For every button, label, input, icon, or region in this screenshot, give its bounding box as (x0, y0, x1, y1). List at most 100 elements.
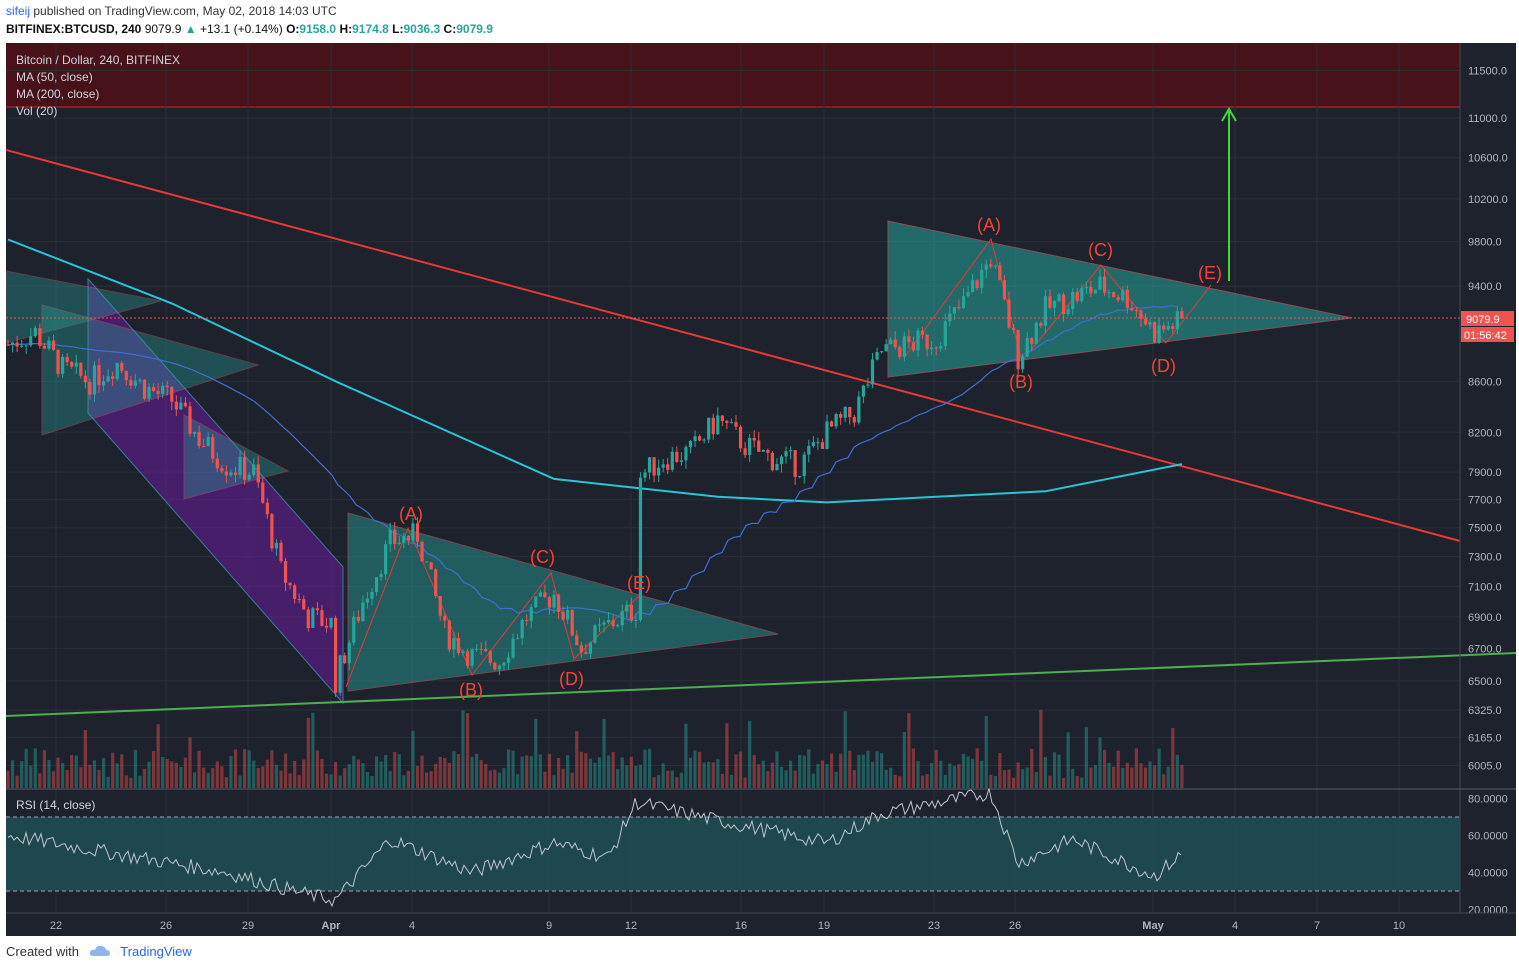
time-tick: May (1142, 920, 1164, 932)
volume-bar (789, 760, 793, 788)
high-value: 9174.8 (352, 22, 389, 36)
candle-body (525, 620, 529, 622)
candle-body (51, 340, 56, 350)
volume-bar (1130, 767, 1134, 788)
candle-body (516, 638, 520, 640)
volume-bar (256, 767, 260, 788)
legend-ma200[interactable]: MA (200, close) (16, 87, 100, 101)
candle-body (789, 450, 793, 452)
legend-vol[interactable]: Vol (20) (16, 104, 58, 118)
candle-body (647, 457, 652, 473)
candle-body (170, 387, 174, 402)
candle-body (179, 402, 183, 410)
price-tick: 6700.0 (1468, 643, 1502, 655)
candle-body (766, 450, 770, 453)
volume-bar (1084, 727, 1088, 788)
candle-body (652, 457, 656, 476)
volume-bar (247, 750, 251, 788)
time-tick: 4 (1232, 920, 1238, 932)
volume-bar (761, 760, 765, 788)
legend-title: Bitcoin / Dollar, 240, BITFINEX (16, 53, 181, 67)
volume-bar (1171, 728, 1175, 788)
volume-bar (661, 763, 665, 788)
candle-body (629, 604, 633, 621)
candle-body (252, 464, 256, 475)
candle-body (10, 342, 15, 345)
price-tick: 9400.0 (1468, 281, 1502, 293)
candle-body (147, 386, 151, 399)
candle-body (579, 645, 583, 653)
volume-bar (925, 774, 929, 788)
candle-body (743, 448, 747, 456)
volume-bar (556, 757, 561, 788)
volume-bar (56, 757, 60, 788)
volume-bar (51, 771, 56, 788)
volume-bar (220, 766, 224, 788)
legend-ma50[interactable]: MA (50, close) (16, 70, 93, 84)
candle-body (597, 624, 602, 626)
ma50-line (7, 305, 1179, 622)
candle-body (1071, 292, 1075, 310)
candle-body (1134, 310, 1138, 312)
time-tick: 4 (409, 920, 415, 932)
candle-body (748, 437, 752, 456)
chart-area[interactable]: (A) (B) (C) (D) (E) (A) (B) (C) (D) (E) … (5, 43, 1517, 936)
volume-bar (798, 754, 802, 788)
legend-rsi[interactable]: RSI (14, close) (16, 798, 96, 812)
candle-body (361, 602, 365, 621)
candle-body (161, 385, 165, 394)
volume-bar (484, 763, 488, 788)
candle-body (930, 347, 934, 350)
time-tick: 12 (625, 920, 637, 932)
candle-body (538, 592, 542, 597)
volume-bar (447, 762, 451, 788)
volume-bar (1153, 765, 1157, 788)
candle-body (734, 422, 738, 427)
candle-body (866, 384, 870, 386)
volume-bar (88, 764, 92, 788)
candle-body (643, 472, 647, 478)
chart-svg[interactable]: (A) (B) (C) (D) (E) (A) (B) (C) (D) (E) … (5, 43, 1517, 936)
candle-body (511, 638, 515, 658)
volume-bar (233, 749, 238, 788)
tradingview-link[interactable]: TradingView (120, 944, 192, 959)
wave-label-right-e: (E) (1198, 263, 1222, 283)
volume-bar (1021, 769, 1025, 788)
candle-body (324, 625, 329, 628)
candle-body (602, 622, 606, 625)
candle-body (379, 574, 383, 578)
author-link[interactable]: sifeij (6, 4, 31, 18)
candle-body (215, 458, 219, 469)
candle-body (42, 345, 46, 349)
candle-body (911, 342, 916, 351)
volume-bar (465, 713, 470, 788)
candle-body (843, 407, 847, 418)
candle-body (65, 356, 69, 363)
candle-body (1116, 297, 1120, 301)
candle-body (283, 561, 288, 583)
volume-bar (1043, 757, 1047, 788)
price-tick: 10600.0 (1468, 153, 1508, 165)
candle-body (684, 447, 688, 461)
candle-body (211, 437, 215, 459)
volume-bar (152, 751, 156, 788)
volume-bar (966, 756, 970, 788)
candle-body (1002, 280, 1007, 300)
candle-body (775, 464, 779, 471)
candle-body (343, 655, 347, 664)
candle-body (302, 599, 306, 610)
candle-body (825, 421, 829, 449)
candle-body (243, 456, 247, 480)
candle-body (61, 356, 65, 374)
candle-body (247, 474, 251, 480)
candle-body (306, 609, 310, 628)
volume-bar (629, 756, 633, 788)
candle-body (338, 655, 342, 693)
volume-bar (679, 772, 683, 788)
candle-body (1139, 310, 1143, 319)
volume-bar (470, 756, 474, 788)
volume-bar (893, 774, 897, 788)
candle-body (566, 610, 570, 620)
volume-bar (302, 759, 306, 788)
time-tick: 9 (546, 920, 552, 932)
